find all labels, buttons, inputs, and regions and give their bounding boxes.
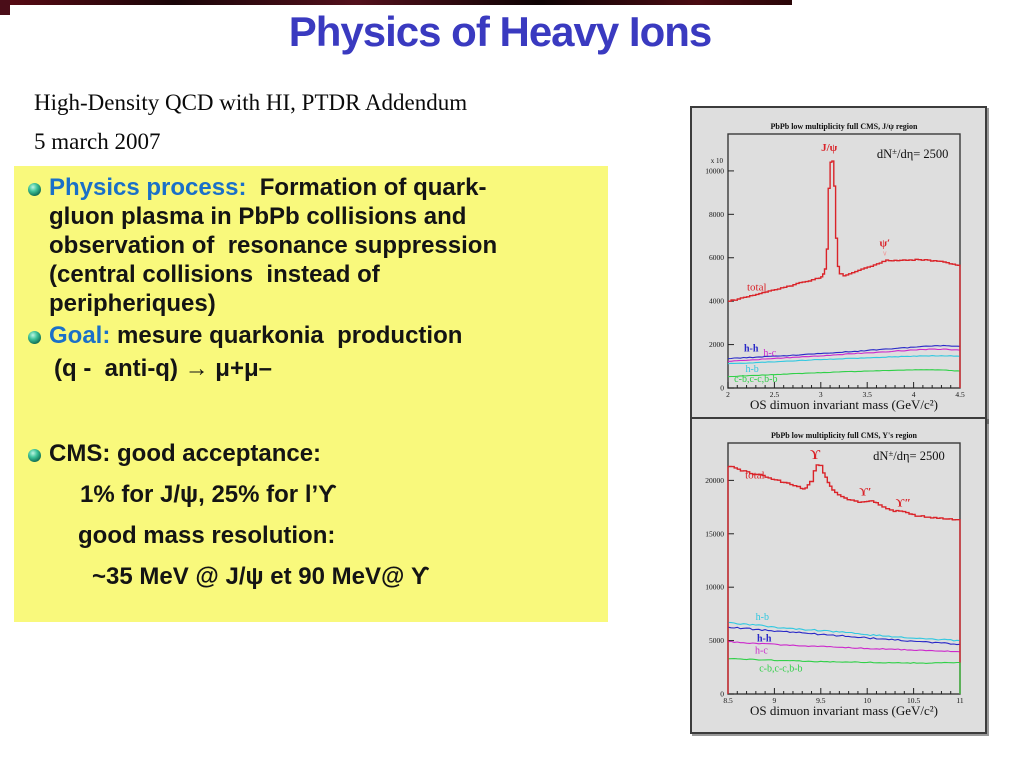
svg-text:10: 10 xyxy=(863,696,871,705)
svg-text:PbPb low multiplicity full CMS: PbPb low multiplicity full CMS, J/ψ regi… xyxy=(771,122,918,131)
svg-text:3.5: 3.5 xyxy=(863,390,873,399)
bullet-label: Goal: xyxy=(49,322,111,349)
bullet-physics-process: Physics process: Formation of quark- glu… xyxy=(14,173,608,318)
svg-text:h-c: h-c xyxy=(755,645,768,656)
svg-text:2.5: 2.5 xyxy=(770,390,780,399)
svg-text:4.5: 4.5 xyxy=(955,390,965,399)
svg-text:11: 11 xyxy=(956,696,963,705)
svg-text:4000: 4000 xyxy=(709,297,724,306)
svg-text:0: 0 xyxy=(720,384,724,393)
svg-text:h-c: h-c xyxy=(763,348,776,359)
svg-text:ϒ: ϒ xyxy=(810,448,821,463)
svg-text:PbPb low multiplicity full CMS: PbPb low multiplicity full CMS, Y's regi… xyxy=(771,431,918,440)
content-box: Physics process: Formation of quark- glu… xyxy=(14,166,608,622)
bullet-body: Formation of quark- xyxy=(246,174,487,201)
svg-text:h-h: h-h xyxy=(757,633,772,644)
bullet-line: gluon plasma in PbPb collisions and xyxy=(49,203,467,230)
svg-text:dN±/dη= 2500: dN±/dη= 2500 xyxy=(877,146,949,161)
svg-text:h-b: h-b xyxy=(756,612,769,623)
svg-text:3: 3 xyxy=(819,390,823,399)
svg-text:0: 0 xyxy=(720,690,724,699)
subtitle-line-2: 5 march 2007 xyxy=(34,129,161,154)
upsilon-region-chart: PbPb low multiplicity full CMS, Y's regi… xyxy=(690,417,987,734)
bullet-sphere-icon xyxy=(28,183,41,196)
bullet-sphere-icon xyxy=(28,449,41,462)
bullet-body: mesure quarkonia production xyxy=(110,322,463,349)
bullet-text-block: Physics process: Formation of quark- glu… xyxy=(49,173,497,318)
svg-text:c-b,c-c,b-b: c-b,c-c,b-b xyxy=(734,374,777,385)
svg-text:20000: 20000 xyxy=(705,476,724,485)
svg-text:10000: 10000 xyxy=(705,166,724,175)
svg-text:OS dimuon invariant mass (GeV/: OS dimuon invariant mass (GeV/c²) xyxy=(750,397,938,412)
bullet-line: CMS: good acceptance: xyxy=(49,440,322,467)
svg-text:J/ψ: J/ψ xyxy=(821,142,838,154)
svg-text:dN±/dη= 2500: dN±/dη= 2500 xyxy=(873,448,945,463)
svg-text:h-h: h-h xyxy=(744,344,759,355)
bullet-line: Goal: mesure quarkonia production xyxy=(49,321,462,350)
svg-text:2: 2 xyxy=(726,390,730,399)
svg-text:∨: ∨ xyxy=(882,249,887,257)
goal-formula-line: (q - anti-q) → μ+μ– xyxy=(54,355,273,382)
subtitle-line-1: High-Density QCD with HI, PTDR Addendum xyxy=(34,90,468,115)
svg-text:4: 4 xyxy=(912,390,916,399)
svg-text:c-b,c-c,b-b: c-b,c-c,b-b xyxy=(759,664,802,675)
svg-text:9.5: 9.5 xyxy=(816,696,826,705)
bullet-line: peripheriques) xyxy=(49,290,216,317)
upsilon-region-chart-svg: PbPb low multiplicity full CMS, Y's regi… xyxy=(705,431,964,718)
cms-resolution-values-line: ~35 MeV @ J/ψ et 90 MeV@ ϒ xyxy=(92,563,430,590)
svg-text:total: total xyxy=(745,469,765,481)
jpsi-region-chart: PbPb low multiplicity full CMS, J/ψ regi… xyxy=(690,106,987,422)
svg-text:ψ′: ψ′ xyxy=(879,237,890,249)
svg-text:15000: 15000 xyxy=(705,529,724,538)
page-title: Physics of Heavy Ions xyxy=(288,8,713,55)
svg-text:6000: 6000 xyxy=(709,253,724,262)
bullet-line: Physics process: Formation of quark- xyxy=(49,173,497,202)
svg-text:x 10: x 10 xyxy=(711,157,724,165)
spacer xyxy=(14,166,608,173)
bullet-line: observation of resonance suppression xyxy=(49,232,498,259)
bullet-sphere-icon xyxy=(28,331,41,344)
svg-text:ϒ′: ϒ′ xyxy=(859,484,871,498)
bullet-goal: Goal: mesure quarkonia production xyxy=(14,321,608,350)
svg-text:OS dimuon invariant mass (GeV/: OS dimuon invariant mass (GeV/c²) xyxy=(750,703,938,718)
svg-text:h-b: h-b xyxy=(745,364,758,375)
svg-text:9: 9 xyxy=(773,696,777,705)
svg-text:10.5: 10.5 xyxy=(907,696,920,705)
bullet-cms: CMS: good acceptance: xyxy=(14,439,608,468)
jpsi-region-chart-svg: PbPb low multiplicity full CMS, J/ψ regi… xyxy=(705,122,965,412)
svg-text:10000: 10000 xyxy=(705,583,724,592)
cms-resolution-line: good mass resolution: xyxy=(78,522,336,549)
top-edge-artifact xyxy=(0,0,792,5)
bullet-label: Physics process: xyxy=(49,174,247,201)
corner-artifact xyxy=(0,0,10,15)
svg-text:8.5: 8.5 xyxy=(723,696,733,705)
spacer xyxy=(14,383,608,439)
svg-text:2000: 2000 xyxy=(709,340,724,349)
svg-text:5000: 5000 xyxy=(709,636,724,645)
svg-text:8000: 8000 xyxy=(709,210,724,219)
svg-text:ϒ″: ϒ″ xyxy=(896,495,911,509)
bullet-line: (central collisions instead of xyxy=(49,261,380,288)
svg-text:total: total xyxy=(747,282,767,294)
cms-acceptance-line: 1% for J/ψ, 25% for l’ϒ xyxy=(80,481,337,508)
